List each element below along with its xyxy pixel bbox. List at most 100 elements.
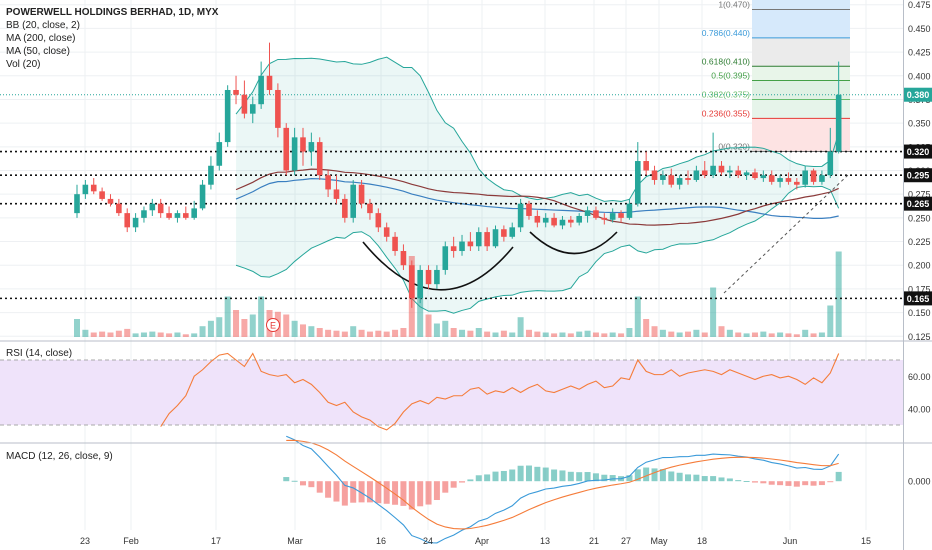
candle-body bbox=[409, 265, 415, 299]
macd-histogram-bar bbox=[676, 472, 683, 482]
candle-body bbox=[819, 175, 825, 182]
time-tick-label: 23 bbox=[80, 536, 90, 546]
candle-body bbox=[233, 89, 239, 95]
volume-bar bbox=[366, 331, 373, 337]
candle-body bbox=[375, 213, 382, 228]
macd-histogram-bar bbox=[400, 481, 407, 506]
volume-bar bbox=[810, 333, 817, 337]
volume-bar bbox=[459, 329, 466, 337]
price-badge-label: 0.320 bbox=[907, 147, 930, 157]
legend-ma200[interactable]: MA (200, close) bbox=[6, 33, 75, 44]
legend-rsi[interactable]: RSI (14, close) bbox=[6, 348, 72, 359]
candle-body bbox=[559, 219, 566, 226]
time-tick-label: Jun bbox=[783, 536, 798, 546]
rsi-band bbox=[0, 360, 903, 425]
macd-histogram-bar bbox=[701, 476, 708, 482]
bb-fill bbox=[236, 57, 839, 314]
macd-histogram-bar bbox=[693, 474, 700, 482]
volume-bar bbox=[82, 329, 89, 337]
macd-histogram-bar bbox=[785, 481, 792, 486]
volume-bar bbox=[785, 333, 792, 337]
volume-bar bbox=[693, 329, 700, 337]
candle-body bbox=[249, 104, 256, 114]
candle-body bbox=[400, 251, 407, 266]
macd-pane bbox=[283, 435, 842, 544]
macd-histogram-bar bbox=[584, 472, 591, 482]
fib-label: 1(0.470) bbox=[718, 0, 750, 9]
candle-body bbox=[651, 170, 658, 180]
price-tick-label: 0.250 bbox=[908, 213, 931, 223]
macd-histogram-bar bbox=[626, 475, 633, 482]
candle-body bbox=[626, 203, 633, 218]
candle-body bbox=[768, 175, 775, 182]
macd-histogram-bar bbox=[592, 473, 599, 482]
volume-bar bbox=[140, 332, 147, 337]
candle-body bbox=[668, 175, 675, 185]
volume-bar bbox=[802, 329, 809, 337]
macd-histogram-bar bbox=[417, 481, 424, 507]
volume-bar bbox=[425, 314, 432, 337]
rsi-tick-label: 60.00 bbox=[908, 372, 931, 382]
fib-label: 0.382(0.375) bbox=[702, 89, 750, 99]
volume-bar bbox=[760, 331, 767, 337]
candle-body bbox=[191, 208, 197, 218]
volume-bar bbox=[417, 287, 424, 337]
macd-histogram-bar bbox=[341, 481, 348, 506]
volume-bar bbox=[325, 329, 332, 337]
candle-body bbox=[199, 184, 206, 209]
time-tick-label: 15 bbox=[861, 536, 871, 546]
macd-histogram-bar bbox=[551, 469, 558, 482]
legend-ma50[interactable]: MA (50, close) bbox=[6, 46, 70, 57]
candle-body bbox=[316, 142, 323, 176]
candle-body bbox=[358, 184, 365, 204]
candle-body bbox=[710, 165, 716, 176]
fibonacci-retracement: 1(0.470) 0.786(0.440) 0.618(0.410) 0.5(0.39… bbox=[702, 0, 850, 153]
candle-body bbox=[794, 181, 800, 185]
macd-histogram-bar bbox=[559, 470, 566, 482]
volume-bar bbox=[224, 296, 231, 337]
volume-bar bbox=[768, 333, 775, 337]
fib-zone bbox=[752, 0, 850, 10]
volume-bar bbox=[216, 317, 223, 337]
candle-body bbox=[526, 203, 532, 216]
volume-bar bbox=[316, 328, 323, 337]
candle-body bbox=[283, 127, 290, 171]
candle-body bbox=[509, 227, 516, 237]
candle-body bbox=[693, 170, 700, 180]
candle-body bbox=[701, 170, 708, 176]
volume-bar bbox=[592, 332, 599, 337]
macd-histogram-bar bbox=[777, 481, 784, 486]
macd-histogram-bar bbox=[651, 468, 658, 482]
volume-bar bbox=[182, 334, 189, 337]
candle-body bbox=[258, 75, 264, 105]
volume-bar bbox=[283, 314, 290, 337]
price-badge-label: 0.265 bbox=[907, 199, 930, 209]
macd-histogram-bar bbox=[835, 471, 842, 482]
bb-lower bbox=[235, 185, 840, 314]
price-badge-label: 0.295 bbox=[907, 171, 930, 181]
volume-bar bbox=[743, 333, 750, 337]
legend-vol[interactable]: Vol (20) bbox=[6, 59, 40, 70]
macd-histogram-bar bbox=[634, 469, 641, 482]
candle-body bbox=[685, 178, 691, 180]
fib-zone bbox=[752, 66, 850, 81]
volume-bar bbox=[450, 328, 457, 337]
candle-body bbox=[224, 89, 231, 143]
macd-histogram-bar bbox=[408, 481, 415, 510]
macd-histogram-bar bbox=[525, 465, 532, 482]
legend-macd[interactable]: MACD (12, 26, close, 9) bbox=[6, 451, 113, 462]
candle-body bbox=[777, 178, 783, 182]
candle-body bbox=[141, 210, 147, 218]
macd-histogram-bar bbox=[366, 481, 373, 503]
candle-body bbox=[802, 170, 808, 185]
volume-bar bbox=[74, 319, 80, 337]
legend-bb[interactable]: BB (20, close, 2) bbox=[6, 20, 80, 31]
volume-bar bbox=[576, 331, 583, 337]
chart-title: POWERWELL HOLDINGS BERHAD, 1D, MYX bbox=[6, 7, 219, 18]
volume-bar bbox=[676, 332, 683, 337]
volume-bar bbox=[90, 332, 97, 337]
time-tick-label: 27 bbox=[621, 536, 631, 546]
candle-body bbox=[743, 172, 750, 176]
macd-histogram-bar bbox=[475, 475, 482, 482]
